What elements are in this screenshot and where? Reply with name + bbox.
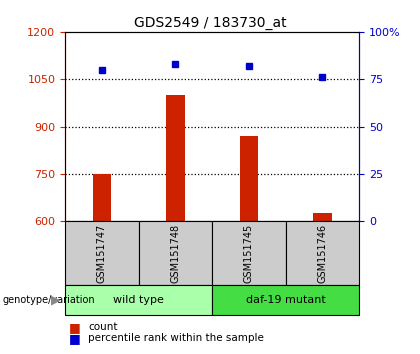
Text: daf-19 mutant: daf-19 mutant — [246, 295, 326, 305]
Bar — [286, 221, 359, 285]
Bar — [212, 221, 286, 285]
Text: ■: ■ — [69, 332, 81, 344]
Text: GSM151745: GSM151745 — [244, 223, 254, 283]
Bar — [166, 95, 184, 221]
Bar — [313, 213, 331, 221]
Bar — [93, 174, 111, 221]
Text: ▶: ▶ — [51, 293, 61, 307]
Text: ■: ■ — [69, 321, 81, 334]
Bar — [65, 285, 212, 315]
Bar — [212, 285, 359, 315]
Text: genotype/variation: genotype/variation — [2, 295, 95, 305]
Text: GSM151747: GSM151747 — [97, 223, 107, 283]
Bar — [240, 136, 258, 221]
Bar — [139, 221, 212, 285]
Text: percentile rank within the sample: percentile rank within the sample — [88, 333, 264, 343]
Text: wild type: wild type — [113, 295, 164, 305]
Text: GSM151748: GSM151748 — [171, 223, 180, 283]
Bar — [65, 221, 139, 285]
Text: GSM151746: GSM151746 — [318, 223, 327, 283]
Text: count: count — [88, 322, 118, 332]
Text: GDS2549 / 183730_at: GDS2549 / 183730_at — [134, 16, 286, 30]
